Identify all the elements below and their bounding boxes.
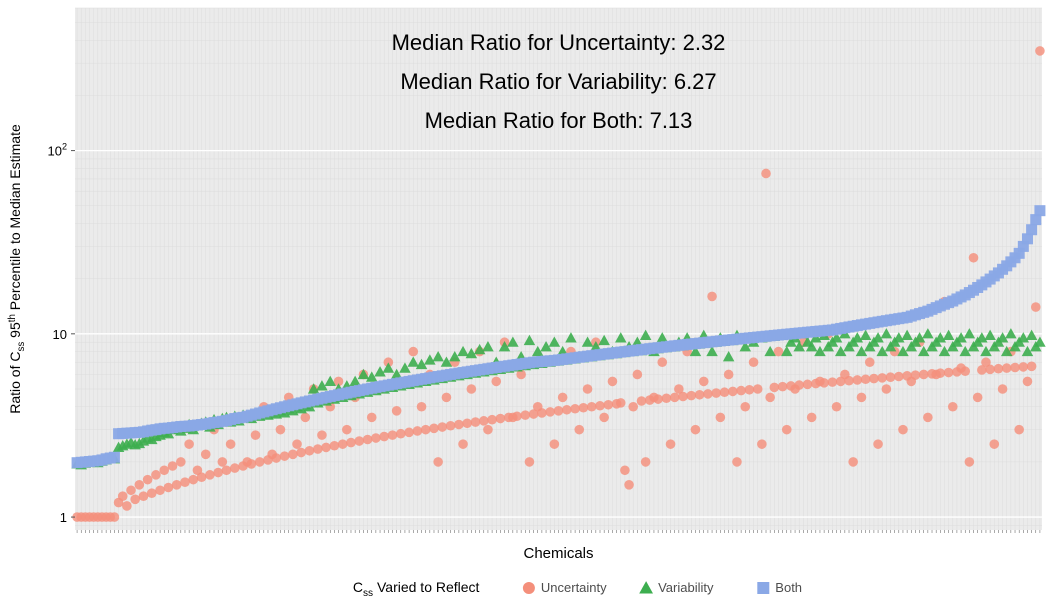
annotation-text: Median Ratio for Uncertainty: 2.32 xyxy=(392,30,726,55)
svg-text:10: 10 xyxy=(53,327,67,342)
legend-item-label: Both xyxy=(775,580,802,595)
legend-item-label: Variability xyxy=(658,580,714,595)
y-axis-title: Ratio of Css 95th Percentile to Median E… xyxy=(7,124,27,414)
annotation-text: Median Ratio for Variability: 6.27 xyxy=(400,69,716,94)
scatter-chart: 1 10 102 Median Ratio for Uncertainty: 2.32… xyxy=(0,0,1050,611)
chart-container: 1 10 102 Median Ratio for Uncertainty: 2.32… xyxy=(0,0,1050,611)
annotation-text: Median Ratio for Both: 7.13 xyxy=(425,108,693,133)
y-ticks: 1 10 102 xyxy=(47,142,75,525)
legend-item-label: Uncertainty xyxy=(541,580,607,595)
x-ticks xyxy=(77,530,1040,533)
svg-text:1: 1 xyxy=(60,510,67,525)
legend: Css Varied to Reflect Uncertainty Variabil… xyxy=(353,579,802,599)
x-axis-title: Chemicals xyxy=(523,545,593,562)
annotations: Median Ratio for Uncertainty: 2.32 Median… xyxy=(392,30,726,133)
legend-title: Css Varied to Reflect xyxy=(353,579,480,599)
svg-text:102: 102 xyxy=(47,142,67,159)
